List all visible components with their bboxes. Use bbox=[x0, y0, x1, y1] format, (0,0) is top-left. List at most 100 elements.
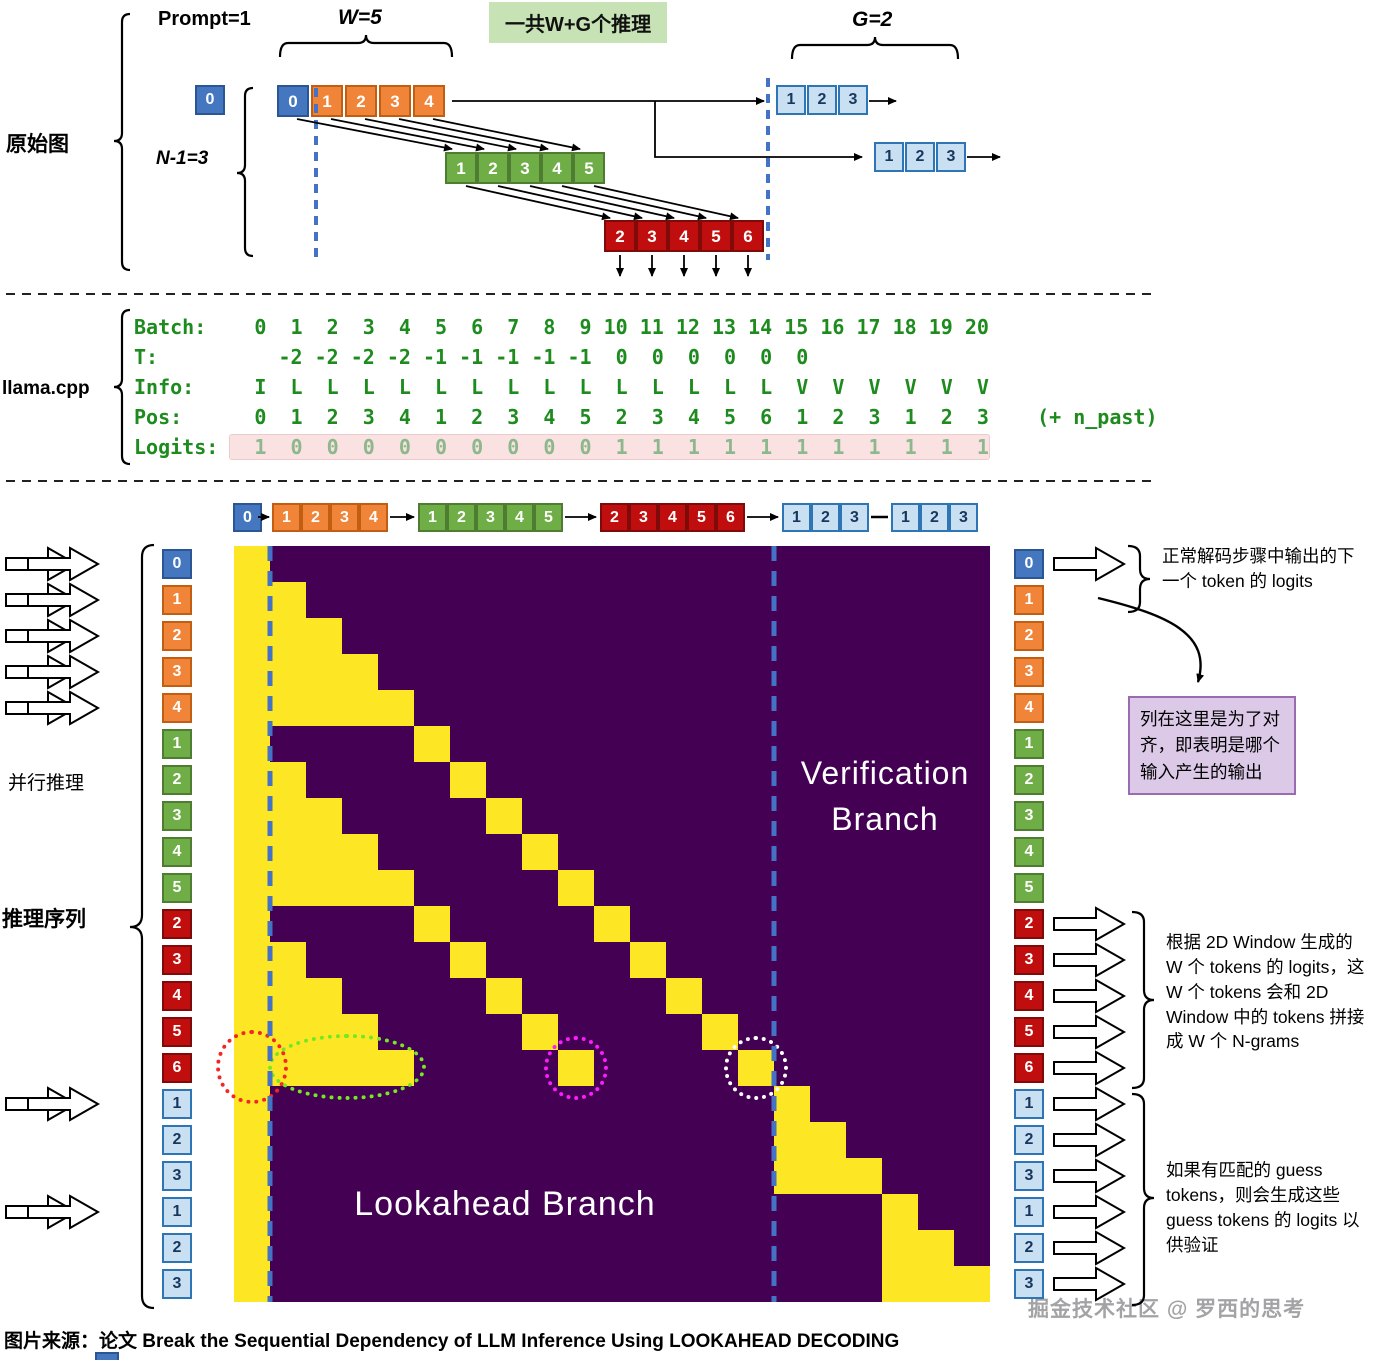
header-token: 2 bbox=[447, 503, 476, 532]
flow-arrow bbox=[5, 618, 79, 654]
flow-arrow bbox=[27, 690, 101, 726]
window-token: 4 bbox=[413, 85, 445, 117]
mask-cell bbox=[378, 870, 414, 906]
flow-arrow bbox=[1053, 906, 1127, 942]
mask-cell bbox=[270, 978, 306, 1014]
mask-cell bbox=[342, 870, 378, 906]
n-depth-brace bbox=[236, 86, 254, 258]
header-token: 5 bbox=[687, 503, 716, 532]
right-row-token: 3 bbox=[1014, 657, 1044, 687]
mask-cell bbox=[270, 834, 306, 870]
green-dotted-ellipse bbox=[268, 1034, 426, 1100]
mask-cell bbox=[270, 762, 306, 798]
header-token: 3 bbox=[629, 503, 658, 532]
mask-cell bbox=[234, 870, 270, 906]
mask-cell bbox=[270, 870, 306, 906]
orange-to-green-arrow bbox=[296, 118, 453, 152]
header-token: 0 bbox=[233, 503, 262, 532]
flow-arrow bbox=[1053, 1050, 1127, 1086]
flow-arrow bbox=[5, 690, 79, 726]
right-row-token: 3 bbox=[1014, 801, 1044, 831]
lookahead-level3-token: 3 bbox=[636, 220, 668, 252]
lookahead-level3-token: 6 bbox=[732, 220, 764, 252]
right-brace-next-token bbox=[1127, 544, 1151, 614]
llama-row-t: T: -2 -2 -2 -2 -1 -1 -1 -1 -1 0 0 0 0 0 … bbox=[134, 345, 809, 369]
left-row-token: 3 bbox=[162, 1161, 192, 1191]
guess1-token: 1 bbox=[776, 85, 806, 115]
mask-cell bbox=[306, 690, 342, 726]
prompt-count-label: Prompt=1 bbox=[158, 8, 251, 30]
mask-cell bbox=[450, 942, 486, 978]
header-token: 5 bbox=[534, 503, 563, 532]
original-diagram-label: 原始图 bbox=[6, 133, 69, 156]
mask-cell bbox=[306, 834, 342, 870]
flow-arrow bbox=[27, 618, 101, 654]
green-to-red-arrow bbox=[529, 185, 675, 221]
g-overbrace bbox=[790, 36, 960, 60]
left-row-token: 2 bbox=[162, 765, 192, 795]
right-brace-guess bbox=[1131, 1092, 1155, 1307]
header-token: 3 bbox=[330, 503, 359, 532]
llama-row-info: Info: I L L L L L L L L L L L L L L V V … bbox=[134, 375, 989, 399]
alignment-note-arrow bbox=[1097, 596, 1205, 683]
mask-cell bbox=[270, 690, 306, 726]
header-token: 2 bbox=[600, 503, 629, 532]
mask-cell bbox=[234, 1158, 270, 1194]
mask-cell bbox=[234, 618, 270, 654]
right-row-token: 5 bbox=[1014, 1017, 1044, 1047]
flow-arrow bbox=[1053, 1194, 1127, 1230]
header-token: 1 bbox=[272, 503, 301, 532]
note-alignment-box: 列在这里是为了对齐，即表明是哪个输入产生的输出 bbox=[1128, 696, 1296, 795]
mask-cell bbox=[522, 1014, 558, 1050]
flow-arrow bbox=[1053, 942, 1127, 978]
mask-cell bbox=[558, 870, 594, 906]
mask-cell bbox=[234, 942, 270, 978]
lookahead-level2-token: 3 bbox=[509, 152, 541, 184]
lookahead-level2-token: 2 bbox=[477, 152, 509, 184]
mask-cell bbox=[774, 1122, 810, 1158]
guess2-token: 2 bbox=[905, 142, 935, 172]
right-row-token: 5 bbox=[1014, 873, 1044, 903]
llama-cpp-label: llama.cpp bbox=[2, 378, 90, 399]
right-row-token: 2 bbox=[1014, 765, 1044, 795]
left-row-token: 0 bbox=[162, 549, 192, 579]
flow-arrow bbox=[1053, 1122, 1127, 1158]
prompt-token: 0 bbox=[195, 85, 225, 115]
mask-cell bbox=[414, 906, 450, 942]
guess2-token: 1 bbox=[874, 142, 904, 172]
mask-cell bbox=[882, 1230, 918, 1266]
left-row-token: 2 bbox=[162, 621, 192, 651]
lookahead-level2-token: 5 bbox=[573, 152, 605, 184]
lookahead-branch-label: Lookahead Branch bbox=[354, 1185, 656, 1223]
mask-cell bbox=[270, 942, 306, 978]
lookahead-level3-token: 4 bbox=[668, 220, 700, 252]
inference-sequence-label: 推理序列 bbox=[2, 908, 86, 931]
mask-cell bbox=[846, 1158, 882, 1194]
mask-cell bbox=[342, 654, 378, 690]
mask-cell bbox=[270, 618, 306, 654]
mask-cell bbox=[234, 978, 270, 1014]
left-row-token: 2 bbox=[162, 1125, 192, 1155]
right-row-token: 2 bbox=[1014, 621, 1044, 651]
header-token: 3 bbox=[840, 503, 869, 532]
left-row-token: 1 bbox=[162, 585, 192, 615]
right-row-token: 4 bbox=[1014, 981, 1044, 1011]
matrix-left-brace bbox=[129, 543, 155, 1310]
mask-cell bbox=[378, 690, 414, 726]
total-inference-banner: 一共W+G个推理 bbox=[489, 2, 668, 43]
header-token: 1 bbox=[782, 503, 811, 532]
header-token: 2 bbox=[920, 503, 949, 532]
mask-cell bbox=[234, 1194, 270, 1230]
window-token: 2 bbox=[345, 85, 377, 117]
window-size-label: W=5 bbox=[338, 6, 382, 29]
header-token: 4 bbox=[359, 503, 388, 532]
left-row-token: 3 bbox=[162, 1269, 192, 1299]
mask-cell bbox=[486, 978, 522, 1014]
guess1-token: 2 bbox=[807, 85, 837, 115]
mask-cell bbox=[882, 1266, 918, 1302]
header-token: 2 bbox=[811, 503, 840, 532]
mask-cell bbox=[234, 762, 270, 798]
mask-cell bbox=[234, 546, 270, 582]
left-row-token: 1 bbox=[162, 1089, 192, 1119]
mask-cell bbox=[234, 690, 270, 726]
